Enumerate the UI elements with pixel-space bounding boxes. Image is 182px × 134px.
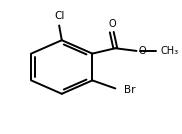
Text: O: O — [139, 46, 146, 56]
Text: Cl: Cl — [54, 11, 64, 21]
Text: Br: Br — [124, 85, 136, 95]
Text: O: O — [108, 19, 116, 29]
Text: CH₃: CH₃ — [161, 46, 179, 56]
